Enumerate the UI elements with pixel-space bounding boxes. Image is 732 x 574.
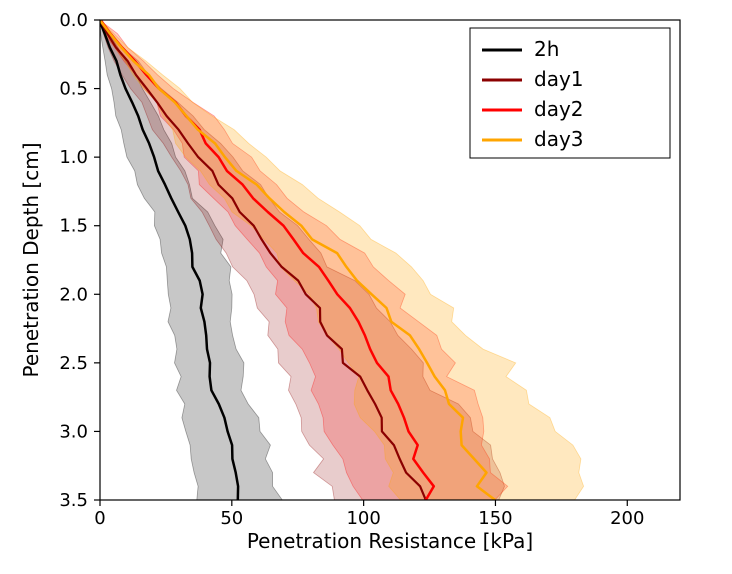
ytick-label: 2.0	[59, 284, 88, 305]
penetration-chart: 0 50 100 150 200 0.0 0.5 1.0 1.5 2.0 2.5 3.0 3.5 Pene…	[0, 0, 732, 574]
x-axis-label: Penetration Resistance [kPa]	[247, 529, 533, 553]
xtick-label: 50	[220, 508, 243, 529]
legend-label: 2h	[534, 37, 559, 61]
y-axis-label: Penetration Depth [cm]	[19, 143, 43, 378]
legend-label: day3	[534, 127, 584, 151]
ytick-label: 3.0	[59, 421, 88, 442]
legend-label: day1	[534, 67, 584, 91]
ytick-label: 1.0	[59, 147, 88, 168]
xtick-label: 200	[610, 508, 644, 529]
ytick-label: 0.5	[59, 79, 88, 100]
ytick-label: 0.0	[59, 10, 88, 31]
ytick-label: 1.5	[59, 216, 88, 237]
xtick-label: 150	[478, 508, 512, 529]
ytick-label: 2.5	[59, 353, 88, 374]
xtick-label: 100	[346, 508, 380, 529]
chart-svg: 0 50 100 150 200 0.0 0.5 1.0 1.5 2.0 2.5 3.0 3.5 Pene…	[0, 0, 732, 574]
ytick-label: 3.5	[59, 490, 88, 511]
xtick-label: 0	[94, 508, 105, 529]
legend-label: day2	[534, 97, 584, 121]
legend: 2h day1 day2 day3	[470, 28, 670, 158]
